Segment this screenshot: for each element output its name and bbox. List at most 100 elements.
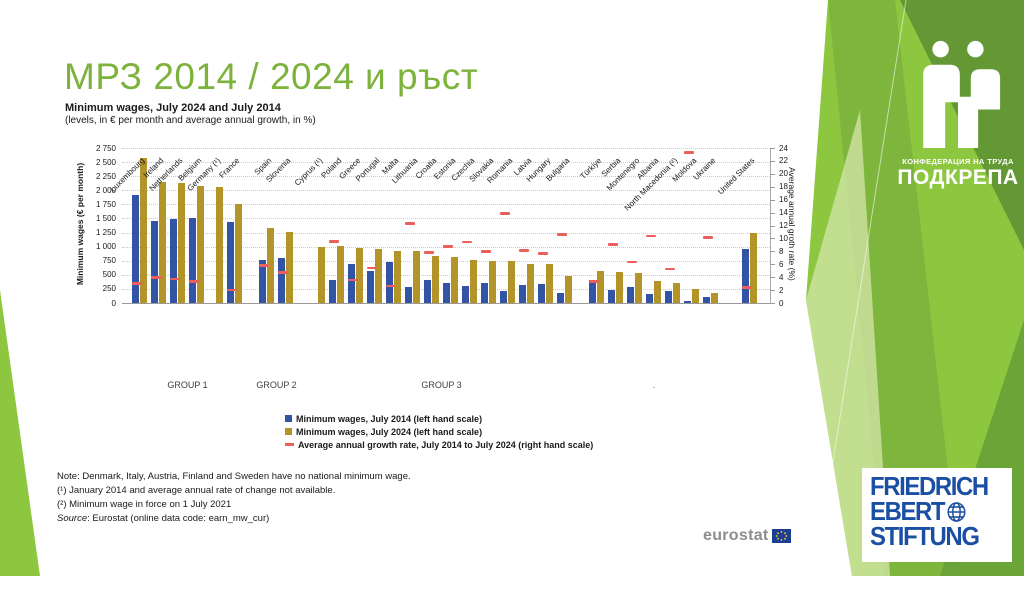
growth-rate-dash: [367, 266, 377, 270]
legend-dash-icon: [285, 443, 294, 446]
growth-rate-dash: [405, 222, 415, 225]
right-axis-tick: [770, 225, 775, 227]
bar-2024: [597, 271, 604, 303]
fes-logo: FRIEDRICH EBERT STIFTUNG: [862, 468, 1012, 562]
bar-2014: [367, 271, 374, 303]
left-axis-tick-label: 750: [102, 256, 116, 266]
bar-2024: [489, 260, 496, 303]
bar-2024: [197, 186, 204, 303]
legend-row: Minimum wages, July 2014 (left hand scal…: [285, 412, 593, 425]
bar-chart-plot: 0 250 500 750 1 000 1 250 1 500 1 750 2 000 2 250…: [96, 144, 788, 391]
growth-rate-dash: [278, 271, 288, 274]
growth-rate-dash: [608, 243, 618, 246]
bar-2014: [608, 290, 615, 303]
growth-rate-dash: [348, 278, 358, 282]
right-axis-tick: [770, 148, 775, 149]
bar-2014: [703, 297, 710, 303]
bar-2014: [259, 260, 266, 303]
bar-2014: [589, 280, 596, 303]
gridline: [122, 176, 770, 178]
growth-rate-dash: [684, 151, 694, 154]
left-axis-tick-label: 1 000: [95, 242, 116, 252]
eurostat-logo: eurostat: [703, 527, 791, 545]
growth-rate-dash: [703, 236, 713, 239]
gridline: [122, 204, 770, 206]
legend-square-icon: [285, 415, 292, 422]
gridline: [122, 232, 770, 234]
right-axis-tick-label: 4: [779, 272, 784, 282]
legend-label: Average annual growth rate, July 2014 to…: [298, 439, 594, 450]
eurostat-wordmark: eurostat: [703, 527, 769, 544]
right-axis-tick-label: 20: [779, 169, 788, 179]
growth-rate-dash: [151, 276, 161, 279]
group-label: GROUP 1: [167, 380, 208, 390]
note-line: Note: Denmark, Italy, Austria, Finland a…: [57, 471, 411, 482]
bar-2014: [627, 286, 634, 303]
bar-2024: [267, 228, 274, 303]
bar-2024: [318, 246, 325, 303]
bar-2024: [235, 203, 242, 303]
bar-2024: [375, 249, 382, 303]
bar-2014: [500, 291, 507, 303]
growth-rate-dash: [481, 250, 491, 253]
chart-notes: Note: Denmark, Italy, Austria, Finland a…: [57, 470, 411, 526]
bar-2024: [451, 256, 458, 303]
growth-rate-dash: [132, 282, 142, 285]
bar-2014: [386, 262, 393, 303]
bar-2024: [616, 272, 623, 303]
fes-globe-icon: [947, 501, 966, 522]
right-axis-tick: [770, 199, 775, 201]
bar-2024: [508, 261, 515, 303]
growth-rate-dash: [742, 286, 752, 289]
bar-2024: [140, 158, 147, 303]
bar-2014: [519, 284, 526, 303]
growth-rate-dash: [538, 252, 548, 255]
right-axis-tick-label: 24: [779, 143, 788, 153]
growth-rate-dash: [386, 284, 396, 288]
podkrepa-confederation-text: КОНФЕДЕРАЦИЯ НА ТРУДА: [902, 157, 1014, 166]
bar-2024: [394, 250, 401, 303]
bar-2014: [665, 290, 672, 303]
group-label: .: [652, 380, 656, 390]
right-axis-tick: [770, 303, 775, 304]
growth-rate-dash: [424, 251, 434, 254]
growth-rate-dash: [646, 234, 656, 238]
right-axis-tick: [770, 277, 775, 279]
right-axis-tick: [770, 290, 775, 292]
bar-2024: [470, 259, 477, 303]
decorative-corner-triangle: [0, 290, 40, 576]
bar-2024: [692, 288, 699, 303]
growth-rate-dash: [170, 277, 180, 281]
fes-line-2: EBERT: [870, 498, 993, 524]
right-axis-tick-label: 18: [779, 182, 788, 192]
bar-2014: [189, 218, 196, 303]
legend-row: Minimum wages, July 2024 (left hand scal…: [285, 425, 593, 438]
chart-subtitle: (levels, in € per month and average annu…: [65, 115, 316, 126]
right-axis-tick-label: 6: [779, 259, 784, 269]
group-label: GROUP 2: [256, 380, 297, 390]
right-axis-tick: [770, 186, 775, 188]
page-title: МРЗ 2014 / 2024 и ръст: [64, 56, 479, 97]
source-line: Source: Eurostat (online data code: earn…: [57, 512, 411, 526]
bar-2024: [635, 273, 642, 303]
bar-2014: [443, 282, 450, 303]
bar-2014: [278, 258, 285, 303]
legend-row: Average annual growth rate, July 2014 to…: [285, 438, 593, 451]
growth-rate-dash: [259, 264, 269, 267]
right-axis-tick-label: 2: [779, 285, 784, 295]
chart-legend: Minimum wages, July 2014 (left hand scal…: [285, 412, 593, 451]
bar-2024: [432, 255, 439, 303]
bar-2014: [151, 220, 158, 303]
legend-label: Minimum wages, July 2014 (left hand scal…: [296, 413, 483, 424]
group-label: GROUP 3: [421, 380, 462, 390]
bar-2014: [684, 300, 691, 303]
right-axis-tick-label: 10: [779, 233, 788, 243]
left-axis-tick-label: 1 750: [95, 199, 116, 209]
gridline: [122, 162, 770, 164]
podkrepa-name-text: ПОДКРЕПА: [897, 166, 1019, 189]
bar-2014: [742, 248, 749, 303]
right-axis-tick-label: 0: [779, 298, 784, 308]
bar-2014: [348, 264, 355, 303]
gridline: [122, 190, 770, 192]
legend-square-icon: [285, 428, 292, 435]
